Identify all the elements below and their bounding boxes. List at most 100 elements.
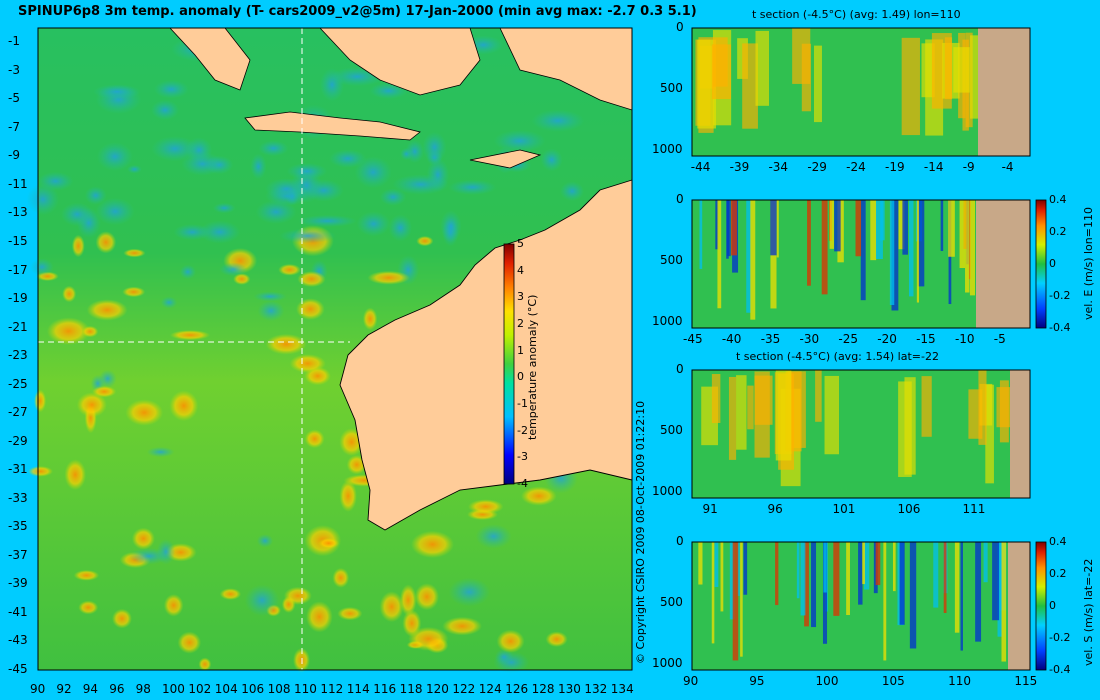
anomaly-eddy bbox=[198, 657, 212, 671]
anomaly-eddy bbox=[304, 429, 325, 449]
temp-colorbar-tick: 2 bbox=[517, 317, 524, 330]
anomaly-eddy bbox=[81, 325, 99, 338]
t-section-lon-x-tick: -44 bbox=[690, 160, 711, 174]
t-section-lon-panel bbox=[691, 27, 1031, 157]
vel-s-frame bbox=[691, 541, 1031, 671]
section-texture bbox=[891, 200, 899, 311]
section-texture bbox=[822, 542, 828, 644]
vel-e-colorbar-label: vel. E (m/s) lon=110 bbox=[1082, 207, 1095, 320]
anomaly-eddy bbox=[86, 299, 128, 321]
section-texture bbox=[901, 37, 920, 136]
map-y-tick: -45 bbox=[8, 662, 28, 676]
temp-colorbar-tick: -4 bbox=[517, 477, 528, 490]
anomaly-eddy bbox=[332, 567, 350, 588]
section-texture bbox=[730, 200, 737, 256]
section-texture bbox=[775, 370, 792, 461]
anomaly-eddy bbox=[76, 392, 107, 418]
anomaly-eddy bbox=[131, 527, 155, 550]
map-y-tick: -3 bbox=[8, 62, 20, 77]
anomaly-eddy bbox=[233, 273, 251, 285]
section-texture bbox=[898, 200, 905, 250]
vel-s-section-colorbar-tick: 0.4 bbox=[1049, 535, 1067, 548]
land-timor bbox=[469, 149, 542, 169]
anomaly-eddy bbox=[422, 131, 447, 163]
vel-s-section-x-tick: 110 bbox=[948, 674, 971, 688]
section-texture bbox=[883, 542, 887, 661]
vel-e-section-y-tick: 500 bbox=[660, 252, 683, 267]
vel-s-section-y-tick: 1000 bbox=[652, 655, 683, 670]
map-x-tick: 98 bbox=[135, 682, 151, 696]
anomaly-eddy bbox=[71, 234, 85, 258]
t-section-lon-y-tick: 500 bbox=[660, 80, 683, 95]
map-y-tick: -43 bbox=[8, 633, 28, 648]
section-texture bbox=[824, 375, 840, 455]
anomaly-eddy bbox=[296, 298, 325, 320]
temp-colorbar-tick: -1 bbox=[517, 397, 528, 410]
anomaly-eddy bbox=[198, 220, 241, 244]
anomaly-eddy bbox=[258, 140, 289, 157]
section-texture bbox=[992, 542, 1000, 621]
section-texture bbox=[711, 542, 715, 644]
section-texture bbox=[862, 542, 865, 585]
vel-s-colorbar bbox=[1035, 541, 1047, 671]
anomaly-eddy bbox=[399, 584, 417, 616]
anomaly-eddy bbox=[96, 142, 133, 171]
vel-e-section-colorbar-tick: 0.2 bbox=[1049, 225, 1067, 238]
section-texture bbox=[823, 542, 827, 593]
section-texture bbox=[711, 44, 732, 100]
figure-title: SPINUP6p8 3m temp. anomaly (T- cars2009_… bbox=[18, 4, 697, 19]
anomaly-eddy bbox=[26, 183, 60, 216]
t-section-lon-y-tick: 0 bbox=[676, 20, 684, 34]
section-texture bbox=[904, 377, 916, 475]
anomaly-eddy bbox=[329, 149, 367, 168]
anomaly-eddy bbox=[28, 466, 53, 477]
vel-e-section-x-tick: -40 bbox=[721, 332, 742, 346]
map-y-tick: -1 bbox=[8, 34, 20, 49]
section-texture bbox=[880, 200, 885, 241]
map-y-tick: -13 bbox=[8, 205, 28, 220]
section-texture bbox=[875, 542, 881, 586]
section-texture bbox=[870, 200, 877, 261]
anomaly-eddy bbox=[95, 197, 135, 226]
anomaly-eddy bbox=[405, 140, 424, 163]
map-x-tick: 134 bbox=[610, 682, 634, 696]
anomaly-eddy bbox=[298, 214, 357, 228]
section-texture bbox=[916, 200, 920, 303]
anomaly-eddy bbox=[257, 300, 285, 322]
vel-s-section-y-tick: 500 bbox=[660, 594, 683, 609]
map-y-tick: -15 bbox=[8, 234, 28, 248]
map-y-tick: -29 bbox=[8, 433, 28, 448]
vel-s-colorbar-label: vel. S (m/s) lat=-22 bbox=[1082, 558, 1095, 666]
section-texture bbox=[975, 542, 982, 642]
anomaly-eddy bbox=[177, 631, 202, 654]
anomaly-eddy bbox=[440, 210, 462, 243]
map-x-tick: 122 bbox=[452, 682, 476, 696]
temp-colorbar-label: temperature anomaly (°C) bbox=[526, 294, 539, 440]
section-texture bbox=[742, 43, 758, 129]
vel-e-section-x-tick: -20 bbox=[877, 332, 897, 346]
map-x-tick: 112 bbox=[320, 682, 344, 696]
section-texture bbox=[834, 200, 841, 252]
anomaly-eddy bbox=[151, 100, 179, 121]
anomaly-eddy bbox=[153, 80, 189, 99]
vel-s-section-colorbar-tick: -0.2 bbox=[1049, 631, 1071, 644]
section-texture bbox=[715, 200, 719, 250]
vel-e-section-x-tick: -35 bbox=[760, 332, 781, 346]
anomaly-eddy bbox=[531, 109, 585, 132]
vel-e-section-y-tick: 0 bbox=[676, 192, 684, 206]
anomaly-eddy bbox=[151, 136, 199, 162]
vel-s-land bbox=[1008, 542, 1030, 670]
t-section-lon-frame bbox=[691, 27, 1031, 157]
t-section-lon-x-tick: -39 bbox=[729, 160, 750, 174]
t-section-lon-title: t section (-4.5°C) (avg: 1.49) lon=110 bbox=[752, 8, 961, 21]
anomaly-eddy bbox=[448, 577, 491, 607]
map-x-tick: 114 bbox=[346, 682, 370, 696]
anomaly-eddy bbox=[402, 609, 422, 637]
section-texture bbox=[978, 370, 987, 445]
temp-colorbar-tick: 5 bbox=[517, 237, 524, 250]
t-section-lon-x-tick: -9 bbox=[962, 160, 975, 174]
t-section-lat-x-tick: 91 bbox=[702, 502, 718, 516]
anomaly-eddy bbox=[265, 333, 307, 355]
section-texture bbox=[921, 43, 935, 98]
section-texture bbox=[796, 542, 800, 599]
